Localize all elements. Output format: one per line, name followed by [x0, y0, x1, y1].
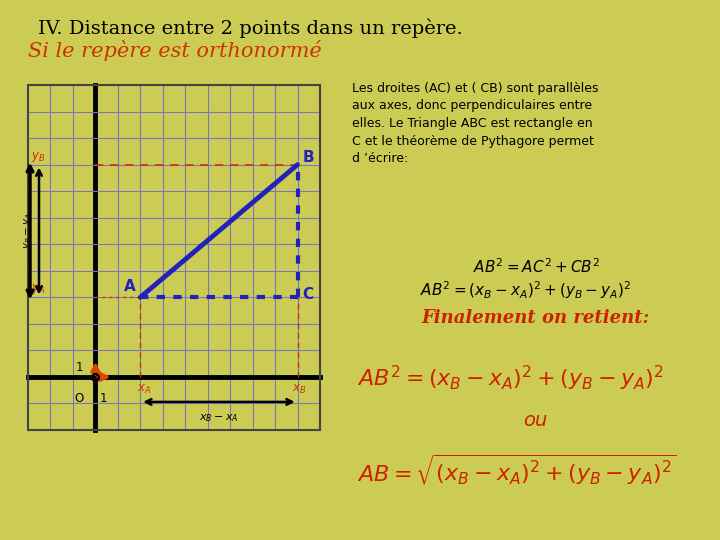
Text: elles. Le Triangle ABC est rectangle en: elles. Le Triangle ABC est rectangle en	[352, 117, 593, 130]
Text: B: B	[302, 150, 314, 165]
Text: $y_B$: $y_B$	[31, 150, 45, 164]
Text: O: O	[75, 392, 84, 405]
Text: $AB^2 = AC^2 + CB^2$: $AB^2 = AC^2 + CB^2$	[472, 257, 600, 276]
Text: C et le théorème de Pythagore permet: C et le théorème de Pythagore permet	[352, 134, 594, 147]
Text: $y_A$: $y_A$	[31, 282, 45, 296]
Text: Les droites (AC) et ( CB) sont parallèles: Les droites (AC) et ( CB) sont parallèle…	[352, 82, 598, 95]
Text: Si le repère est orthonormé: Si le repère est orthonormé	[28, 40, 322, 61]
Bar	[28, 85, 320, 430]
Text: 1: 1	[76, 361, 84, 374]
Text: C: C	[302, 287, 314, 302]
Text: $AB^2 = (x_B - x_A)^2 + (y_B - y_A)^2$: $AB^2 = (x_B - x_A)^2 + (y_B - y_A)^2$	[357, 364, 664, 393]
Text: IV. Distance entre 2 points dans un repère.: IV. Distance entre 2 points dans un repè…	[38, 18, 463, 37]
Text: $AB^2= ( x_B - x_A )^2 + ( y_B - y_A )^2$: $AB^2= ( x_B - x_A )^2 + ( y_B - y_A )^2…	[420, 279, 631, 301]
Text: $y_B - y_A$: $y_B - y_A$	[22, 212, 34, 249]
Text: d ’écrire:: d ’écrire:	[352, 152, 408, 165]
Text: $AB = \sqrt{(x_B - x_A)^2 + (y_B - y_A)^2}$: $AB = \sqrt{(x_B - x_A)^2 + (y_B - y_A)^…	[357, 452, 676, 487]
Text: $x_A$: $x_A$	[138, 383, 152, 396]
Text: $ou$: $ou$	[523, 412, 549, 430]
Text: $x_B - x_A$: $x_B - x_A$	[199, 412, 238, 424]
Text: $x_B$: $x_B$	[292, 383, 306, 396]
Text: A: A	[125, 279, 136, 294]
Text: Finalement on retient:: Finalement on retient:	[422, 309, 650, 327]
Text: 1: 1	[100, 392, 107, 405]
Text: aux axes, donc perpendiculaires entre: aux axes, donc perpendiculaires entre	[352, 99, 592, 112]
